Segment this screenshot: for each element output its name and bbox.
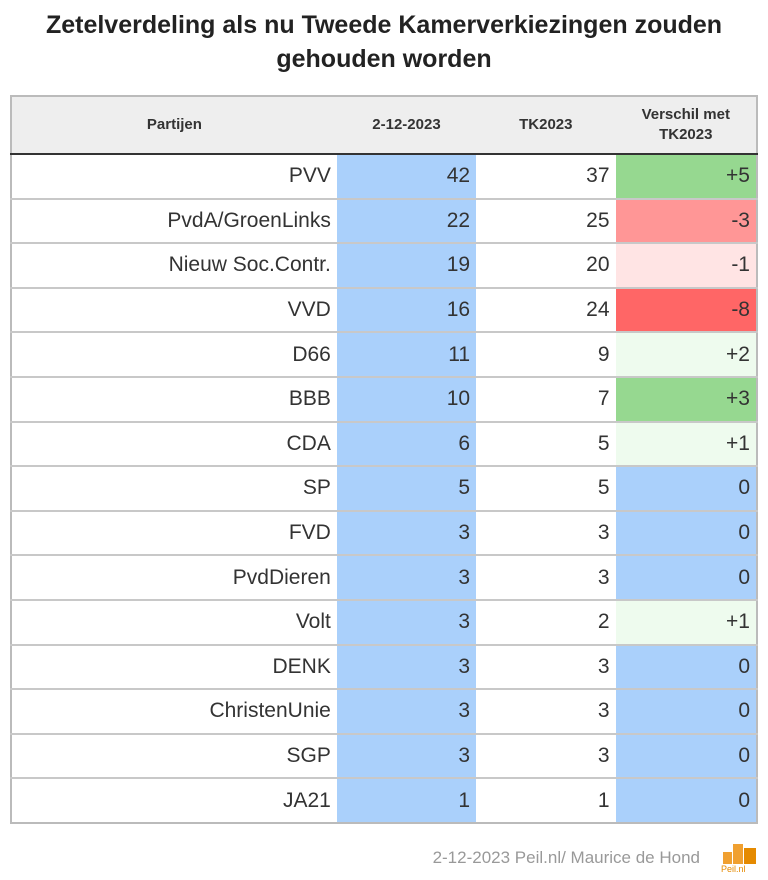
header-tk: TK2023 <box>476 96 616 155</box>
diff-cell: -8 <box>615 286 757 333</box>
table-row: CDA 6 5 +1 <box>11 420 757 467</box>
tk-cell: 25 <box>476 197 616 244</box>
table-row: PvdA/GroenLinks 22 25 -3 <box>11 197 757 244</box>
diff-cell: 0 <box>615 688 757 734</box>
diff-cell: -3 <box>615 197 757 244</box>
chart-title: Zetelverdeling als nu Tweede Kamerverkie… <box>45 11 723 73</box>
peil-logo: Peil.nl <box>721 838 757 874</box>
tk-cell: 3 <box>476 732 616 779</box>
party-cell: PVV <box>11 153 337 199</box>
poll-cell: 19 <box>336 242 477 288</box>
poll-cell: 3 <box>336 598 477 645</box>
table-row: FVD 3 3 0 <box>11 509 757 556</box>
tk-cell: 5 <box>476 465 616 511</box>
tk-cell: 3 <box>476 509 616 556</box>
seat-table: Partijen 2-12-2023 TK2023 Verschil met T… <box>10 95 758 824</box>
party-cell: Nieuw Soc.Contr. <box>11 242 337 288</box>
diff-cell: 0 <box>615 732 757 779</box>
table-row: Nieuw Soc.Contr. 19 20 -1 <box>11 242 757 288</box>
diff-cell: +2 <box>615 331 757 377</box>
party-cell: Volt <box>11 598 337 645</box>
tk-cell: 20 <box>476 242 616 288</box>
diff-cell: 0 <box>615 554 757 600</box>
tk-cell: 3 <box>476 643 616 690</box>
diff-cell: 0 <box>615 777 757 823</box>
tk-cell: 9 <box>476 331 616 377</box>
table-row: ChristenUnie 3 3 0 <box>11 688 757 734</box>
party-cell: PvdDieren <box>11 554 337 600</box>
diff-cell: -1 <box>615 242 757 288</box>
header-row: Partijen 2-12-2023 TK2023 Verschil met T… <box>11 96 757 155</box>
party-cell: VVD <box>11 286 337 333</box>
table-row: VVD 16 24 -8 <box>11 286 757 333</box>
party-cell: CDA <box>11 420 337 467</box>
party-cell: FVD <box>11 509 337 556</box>
party-cell: SP <box>11 465 337 511</box>
tk-cell: 1 <box>476 777 616 823</box>
diff-cell: +1 <box>615 598 757 645</box>
party-cell: JA21 <box>11 777 337 823</box>
poll-cell: 3 <box>336 509 477 556</box>
source-footer: 2-12-2023 Peil.nl/ Maurice de Hond <box>432 848 700 867</box>
diff-cell: +3 <box>615 375 757 422</box>
poll-cell: 3 <box>336 688 477 734</box>
diff-cell: 0 <box>615 509 757 556</box>
table-row: Volt 3 2 +1 <box>11 598 757 645</box>
tk-cell: 24 <box>476 286 616 333</box>
tk-cell: 3 <box>476 554 616 600</box>
poll-cell: 3 <box>336 554 477 600</box>
party-cell: DENK <box>11 643 337 690</box>
poll-cell: 11 <box>336 331 477 377</box>
header-diff: Verschil met TK2023 <box>615 96 757 155</box>
table-row: PvdDieren 3 3 0 <box>11 554 757 600</box>
diff-cell: 0 <box>615 465 757 511</box>
table-row: D66 11 9 +2 <box>11 331 757 377</box>
header-poll: 2-12-2023 <box>336 96 477 155</box>
poll-cell: 16 <box>336 286 477 333</box>
diff-cell: 0 <box>615 643 757 690</box>
table-row: DENK 3 3 0 <box>11 643 757 690</box>
poll-cell: 10 <box>336 375 477 422</box>
header-party: Partijen <box>11 96 337 155</box>
poll-cell: 3 <box>336 732 477 779</box>
poll-cell: 6 <box>336 420 477 467</box>
tk-cell: 2 <box>476 598 616 645</box>
table-row: SGP 3 3 0 <box>11 732 757 779</box>
poll-cell: 3 <box>336 643 477 690</box>
logo-text: Peil.nl <box>721 864 746 874</box>
table-row: JA21 1 1 0 <box>11 777 757 823</box>
party-cell: D66 <box>11 331 337 377</box>
poll-cell: 42 <box>336 153 477 199</box>
party-cell: PvdA/GroenLinks <box>11 197 337 244</box>
party-cell: SGP <box>11 732 337 779</box>
poll-cell: 5 <box>336 465 477 511</box>
table-row: BBB 10 7 +3 <box>11 375 757 422</box>
tk-cell: 5 <box>476 420 616 467</box>
table-row: SP 5 5 0 <box>11 465 757 511</box>
diff-cell: +1 <box>615 420 757 467</box>
diff-cell: +5 <box>615 153 757 199</box>
poll-cell: 22 <box>336 197 477 244</box>
tk-cell: 3 <box>476 688 616 734</box>
table-row: PVV 42 37 +5 <box>11 153 757 199</box>
tk-cell: 7 <box>476 375 616 422</box>
poll-cell: 1 <box>336 777 477 823</box>
party-cell: ChristenUnie <box>11 688 337 734</box>
tk-cell: 37 <box>476 153 616 199</box>
party-cell: BBB <box>11 375 337 422</box>
